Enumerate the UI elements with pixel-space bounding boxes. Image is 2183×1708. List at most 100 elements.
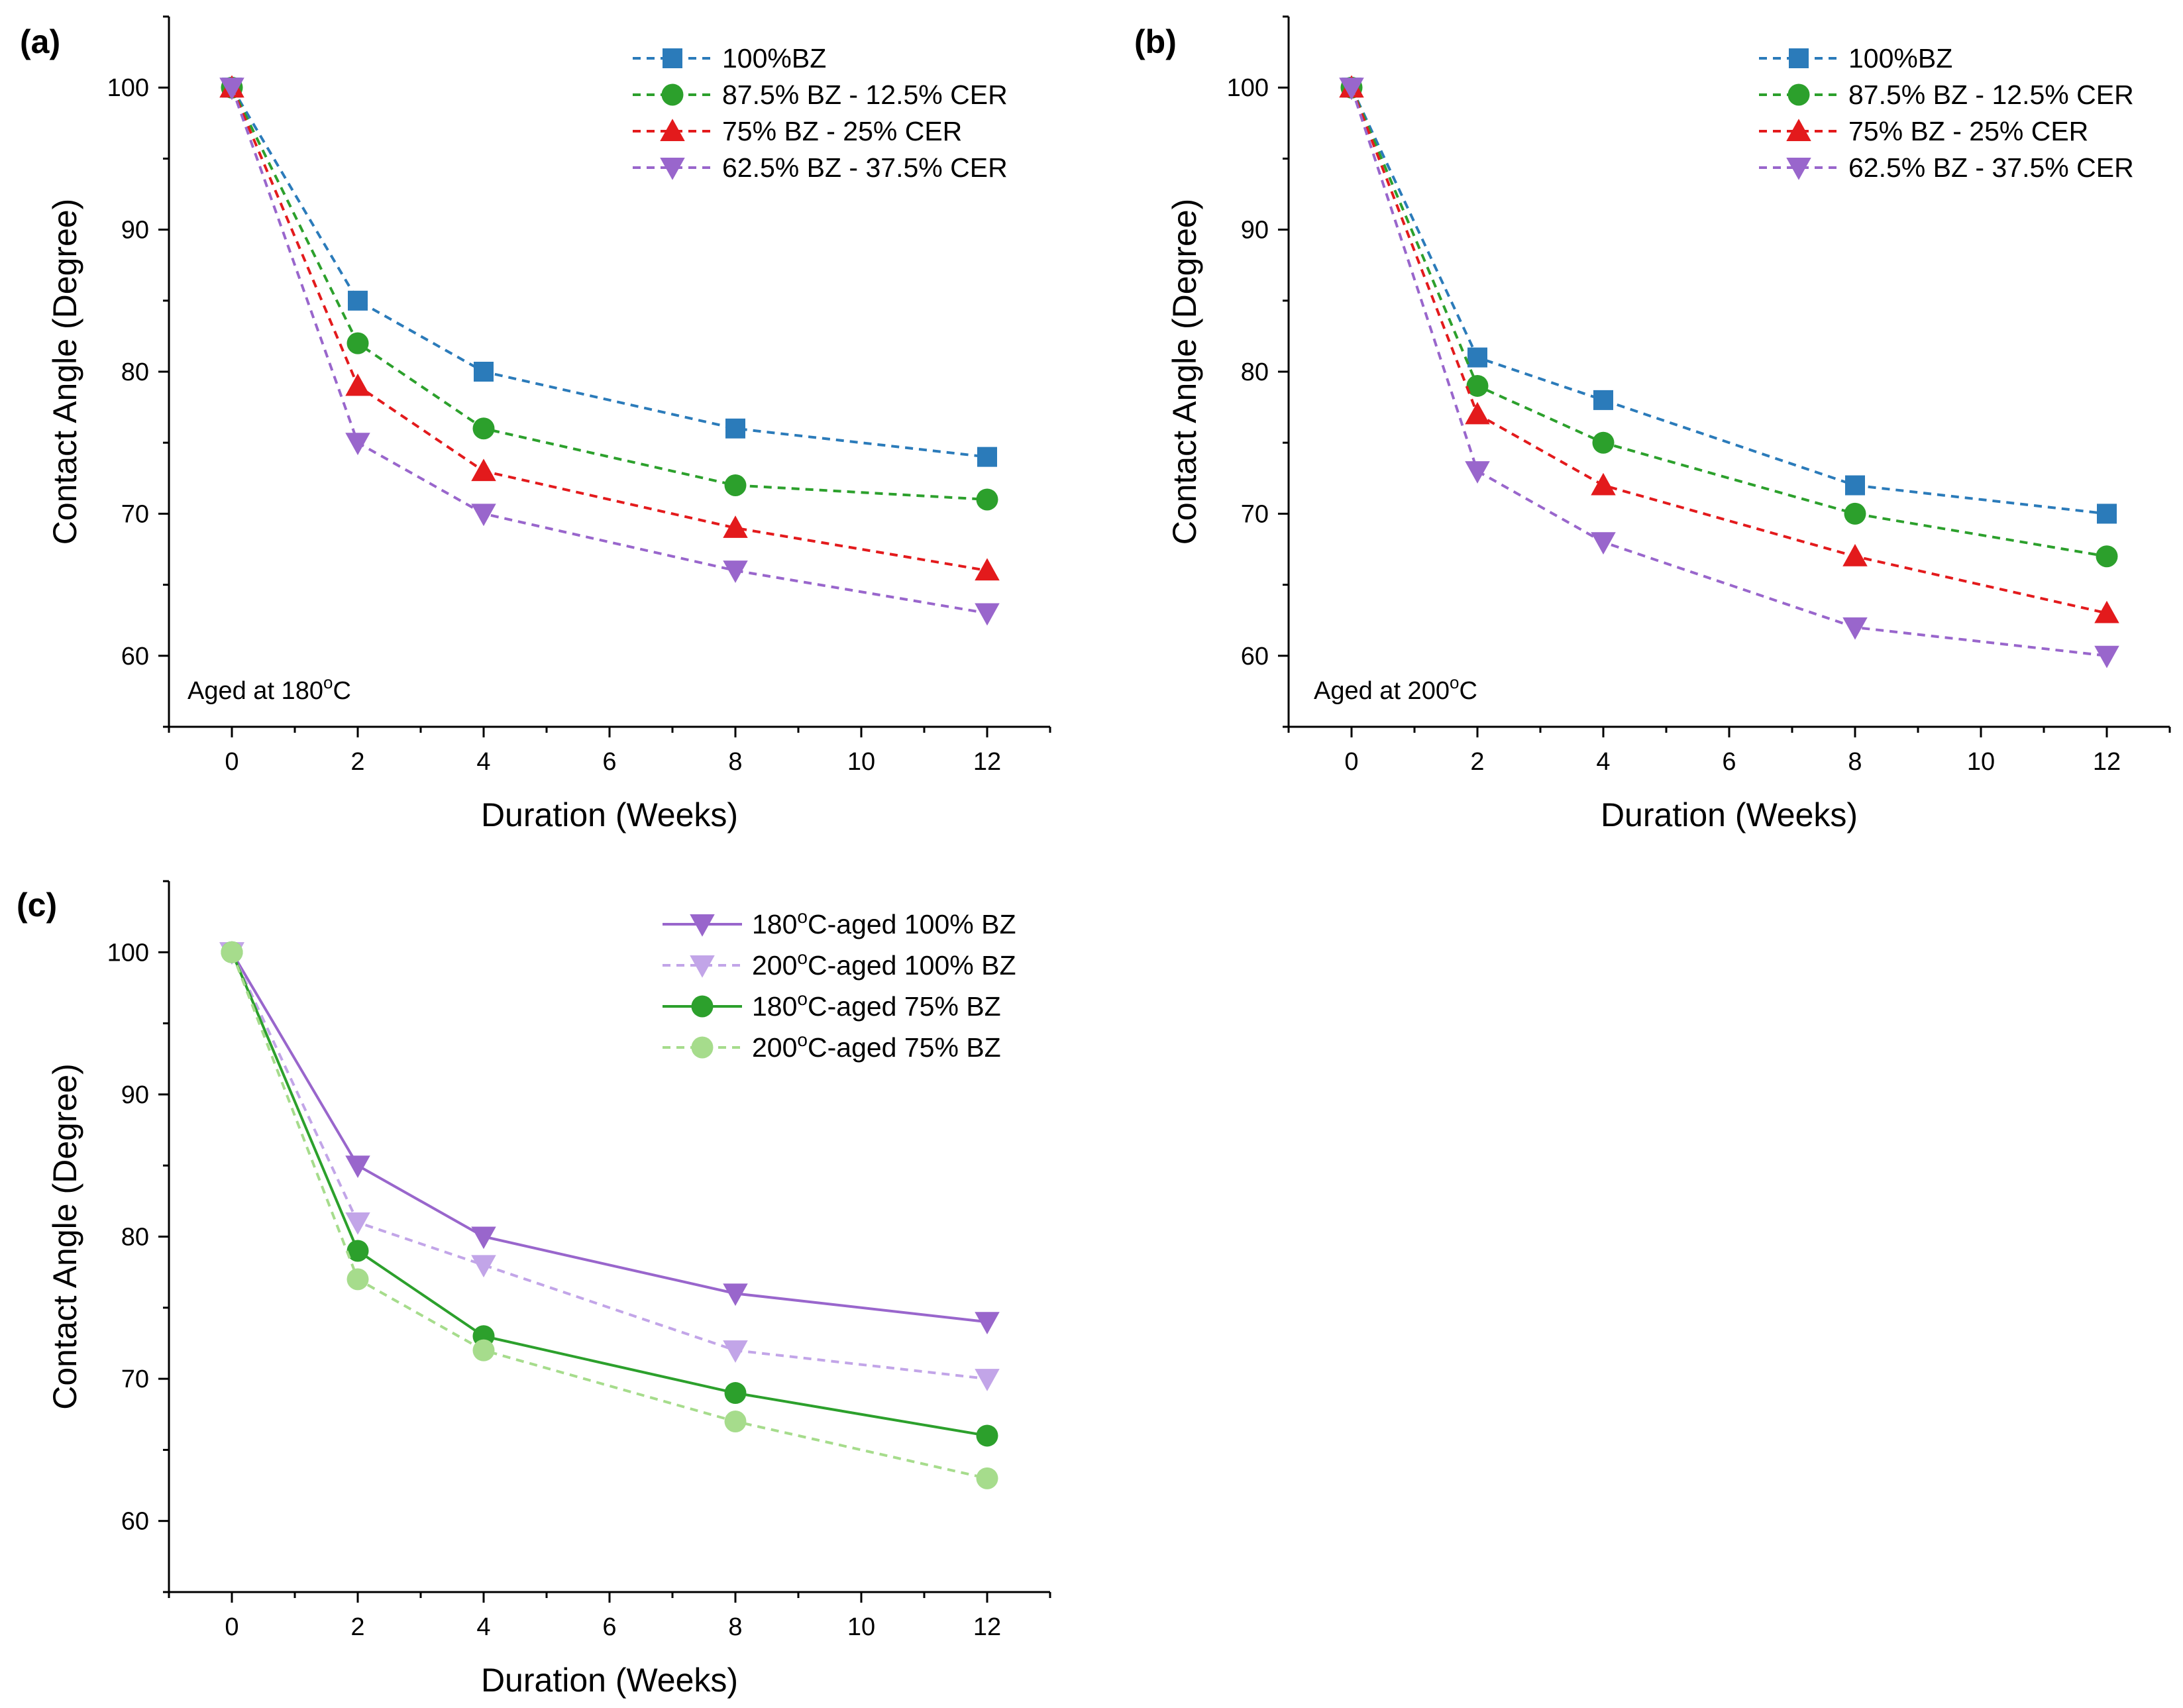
legend-item: 62.5% BZ - 37.5% CER bbox=[1759, 152, 2134, 183]
legend-marker bbox=[1787, 83, 1810, 106]
legend-label-superscript: o bbox=[797, 1030, 808, 1050]
annotation-text: Aged at 180 bbox=[187, 677, 323, 705]
annotation-superscript: o bbox=[1450, 672, 1459, 692]
legend-marker bbox=[691, 995, 714, 1018]
x-tick-label: 8 bbox=[728, 1613, 742, 1641]
series-3 bbox=[219, 75, 1000, 581]
data-point bbox=[975, 1312, 1000, 1335]
data-point bbox=[345, 373, 370, 396]
data-point bbox=[1842, 543, 1868, 566]
legend-label-main: 62.5% BZ - 37.5% CER bbox=[1848, 152, 2134, 183]
legend-item: 100%BZ bbox=[1759, 43, 1952, 74]
legend-marker bbox=[1789, 48, 1809, 68]
x-tick-label: 6 bbox=[602, 748, 616, 776]
data-point bbox=[474, 362, 494, 382]
legend-marker bbox=[661, 83, 684, 106]
x-tick-label: 4 bbox=[476, 748, 490, 776]
annotation-superscript: o bbox=[323, 672, 333, 692]
x-tick-label: 12 bbox=[2093, 748, 2121, 776]
data-point bbox=[472, 1339, 495, 1361]
y-tick-label: 80 bbox=[121, 1224, 149, 1252]
data-point bbox=[1591, 472, 1616, 496]
data-point bbox=[345, 433, 370, 455]
legend-label: 75% BZ - 25% CER bbox=[1848, 116, 2088, 146]
data-point bbox=[221, 941, 243, 963]
data-point bbox=[345, 1155, 370, 1178]
data-point bbox=[1465, 401, 1490, 425]
legend-label: 180oC-aged 75% BZ bbox=[752, 988, 1001, 1022]
panel-label: (c) bbox=[17, 886, 57, 924]
legend-label-main: 200 bbox=[752, 1032, 797, 1063]
y-tick-label: 100 bbox=[107, 74, 149, 102]
data-point bbox=[471, 1226, 496, 1250]
legend-marker bbox=[1786, 119, 1811, 141]
legend-item: 87.5% BZ - 12.5% CER bbox=[633, 80, 1008, 110]
y-axis-title: Contact Angle (Degree) bbox=[46, 1063, 83, 1410]
data-point bbox=[1842, 617, 1868, 640]
legend-label-tail: C-aged 100% BZ bbox=[808, 950, 1016, 981]
data-point bbox=[2094, 645, 2119, 668]
y-tick-label: 80 bbox=[1241, 358, 1269, 386]
y-tick-label: 60 bbox=[121, 643, 149, 670]
series-line bbox=[231, 951, 988, 1480]
y-tick-label: 70 bbox=[121, 1365, 149, 1393]
legend-label-superscript: o bbox=[797, 947, 808, 968]
x-tick-label: 12 bbox=[973, 1613, 1001, 1641]
aging-annotation: Aged at 200oC bbox=[1314, 672, 1477, 705]
legend-label-main: 100%BZ bbox=[722, 43, 826, 74]
data-point bbox=[723, 1340, 748, 1363]
data-point bbox=[975, 1369, 1000, 1391]
data-point bbox=[723, 1283, 748, 1307]
legend-marker bbox=[690, 955, 715, 978]
data-point bbox=[471, 1255, 496, 1278]
data-point bbox=[2097, 504, 2117, 524]
legend-marker bbox=[663, 48, 682, 68]
y-tick-label: 80 bbox=[121, 358, 149, 386]
series-4 bbox=[221, 941, 998, 1489]
legend-label: 87.5% BZ - 12.5% CER bbox=[722, 80, 1008, 110]
y-tick-label: 60 bbox=[121, 1508, 149, 1536]
y-tick-label: 90 bbox=[121, 1081, 149, 1109]
x-axis-title: Duration (Weeks) bbox=[1601, 796, 1858, 833]
annotation-text: Aged at 200 bbox=[1314, 677, 1450, 705]
x-tick-label: 12 bbox=[973, 748, 1001, 776]
x-axis-title: Duration (Weeks) bbox=[481, 1662, 738, 1699]
data-point bbox=[471, 504, 496, 527]
chart-panel-1: (a) 0 2 4 6 8 10 12 60 70 80 90 100 Duration (Weeks) C… bbox=[20, 15, 1051, 833]
x-tick-label: 4 bbox=[476, 1613, 490, 1641]
legend-label: 75% BZ - 25% CER bbox=[722, 116, 962, 146]
data-point bbox=[976, 488, 998, 511]
data-point bbox=[346, 1268, 369, 1291]
legend-item: 100%BZ bbox=[633, 43, 826, 74]
series-2 bbox=[1340, 76, 2118, 568]
legend-label-main: 75% BZ - 25% CER bbox=[1848, 116, 2088, 146]
legend-label: 62.5% BZ - 37.5% CER bbox=[1848, 152, 2134, 183]
x-tick-label: 0 bbox=[1344, 748, 1358, 776]
data-point bbox=[977, 447, 997, 467]
data-point bbox=[472, 417, 495, 440]
x-tick-label: 0 bbox=[225, 748, 239, 776]
x-tick-label: 2 bbox=[350, 748, 364, 776]
data-point bbox=[2094, 600, 2119, 623]
legend-label: 100%BZ bbox=[722, 43, 826, 74]
data-point bbox=[975, 558, 1000, 581]
data-point bbox=[1844, 502, 1866, 525]
data-point bbox=[348, 290, 368, 311]
y-axis-title: Contact Angle (Degree) bbox=[46, 199, 83, 545]
series-4 bbox=[219, 78, 1000, 626]
y-tick-label: 90 bbox=[1241, 217, 1269, 244]
x-tick-label: 8 bbox=[1848, 748, 1862, 776]
series-line bbox=[231, 87, 988, 501]
series-line bbox=[231, 951, 988, 1381]
data-point bbox=[1591, 532, 1616, 555]
legend-label-tail: C-aged 75% BZ bbox=[808, 1032, 1001, 1063]
x-tick-label: 6 bbox=[602, 1613, 616, 1641]
x-tick-label: 10 bbox=[1967, 748, 1995, 776]
data-point bbox=[1467, 347, 1487, 368]
data-point bbox=[724, 1410, 747, 1432]
x-axis-title: Duration (Weeks) bbox=[481, 796, 738, 833]
data-point bbox=[724, 474, 747, 497]
data-point bbox=[346, 1240, 369, 1262]
y-tick-label: 70 bbox=[121, 500, 149, 528]
